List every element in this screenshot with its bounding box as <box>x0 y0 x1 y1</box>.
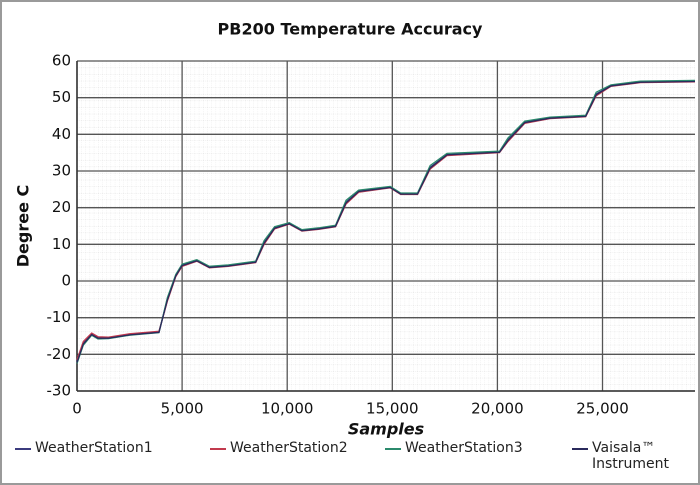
legend-swatch <box>15 448 31 450</box>
x-tick-label: 20,000 <box>471 400 524 418</box>
minor-grid <box>77 61 695 391</box>
legend-entry: Vaisala™ Instrument <box>572 440 692 472</box>
x-tick-label: 15,000 <box>366 400 419 418</box>
y-tick-label: 0 <box>61 272 71 290</box>
y-tick-label: 10 <box>52 235 71 253</box>
chart-title: PB200 Temperature Accuracy <box>218 20 483 39</box>
x-tick-label: 5,000 <box>161 400 204 418</box>
y-tick-label: -10 <box>47 308 72 326</box>
y-tick-label: 20 <box>52 198 71 216</box>
legend-label: WeatherStation3 <box>405 440 523 456</box>
legend-entry: WeatherStation2 <box>210 440 380 456</box>
x-tick-label: 0 <box>72 400 82 418</box>
series-line <box>76 80 696 363</box>
legend-entry: WeatherStation1 <box>15 440 205 456</box>
legend-swatch <box>572 448 588 450</box>
y-tick-label: 40 <box>52 125 71 143</box>
y-tick-label: -30 <box>47 382 72 400</box>
legend-swatch <box>385 448 401 450</box>
x-axis-label: Samples <box>348 420 424 439</box>
x-tick-label: 25,000 <box>576 400 629 418</box>
y-axis-label: Degree C <box>14 185 33 268</box>
legend-label: Vaisala™ Instrument <box>592 440 670 472</box>
y-tick-label: -20 <box>47 345 72 363</box>
y-tick-label: 50 <box>52 88 71 106</box>
y-tick-label: 30 <box>52 162 71 180</box>
legend-entry: WeatherStation3 <box>385 440 565 456</box>
legend-swatch <box>210 448 226 450</box>
legend-label: WeatherStation2 <box>230 440 348 456</box>
x-tick-label: 10,000 <box>261 400 314 418</box>
y-tick-label: 60 <box>52 52 71 70</box>
legend-label: WeatherStation1 <box>35 440 153 456</box>
